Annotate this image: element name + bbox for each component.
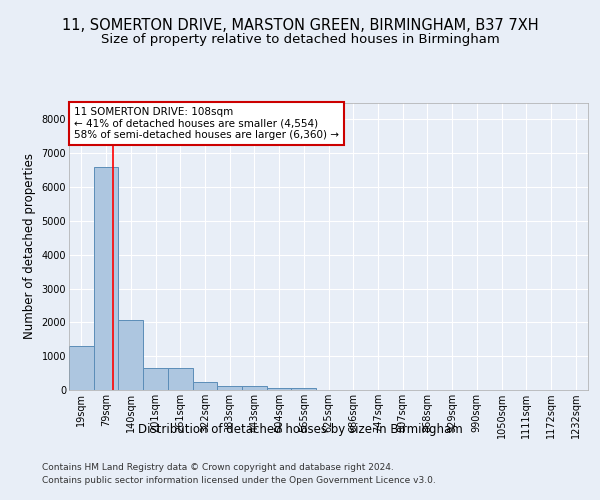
Bar	[94, 168, 118, 390]
Text: 11 SOMERTON DRIVE: 108sqm
← 41% of detached houses are smaller (4,554)
58% of se: 11 SOMERTON DRIVE: 108sqm ← 41% of detac…	[74, 107, 339, 140]
Text: Contains HM Land Registry data © Crown copyright and database right 2024.: Contains HM Land Registry data © Crown c…	[42, 462, 394, 471]
Text: Size of property relative to detached houses in Birmingham: Size of property relative to detached ho…	[101, 32, 499, 46]
Bar	[168, 368, 193, 390]
Bar	[292, 388, 316, 390]
Bar	[242, 386, 267, 390]
Bar	[118, 320, 143, 390]
Text: Distribution of detached houses by size in Birmingham: Distribution of detached houses by size …	[137, 422, 463, 436]
Bar	[69, 346, 94, 390]
Bar	[217, 386, 242, 390]
Bar	[267, 388, 292, 390]
Bar	[193, 382, 217, 390]
Bar	[143, 368, 168, 390]
Text: Contains public sector information licensed under the Open Government Licence v3: Contains public sector information licen…	[42, 476, 436, 485]
Text: 11, SOMERTON DRIVE, MARSTON GREEN, BIRMINGHAM, B37 7XH: 11, SOMERTON DRIVE, MARSTON GREEN, BIRMI…	[62, 18, 538, 32]
Y-axis label: Number of detached properties: Number of detached properties	[23, 153, 36, 340]
